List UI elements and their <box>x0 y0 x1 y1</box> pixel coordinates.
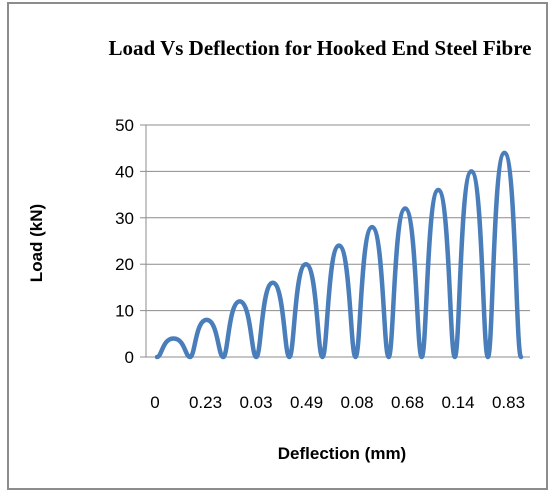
y-axis-title: Load (kN) <box>27 204 46 282</box>
axes <box>140 124 530 358</box>
x-axis-title: Deflection (mm) <box>278 444 406 463</box>
y-tick-label: 0 <box>125 348 134 367</box>
y-tick-label: 10 <box>115 302 134 321</box>
x-tick-label: 0 <box>150 393 159 412</box>
x-tick-label: 0.03 <box>239 393 272 412</box>
x-tick-label: 0.68 <box>391 393 424 412</box>
tick-labels: 0 10 20 30 40 50 0 0.23 0.03 0.49 0.08 0.68 0.14 0.83 <box>115 116 525 412</box>
chart-title: Load Vs Deflection for Hooked End Steel … <box>108 36 532 60</box>
y-tick-label: 30 <box>115 209 134 228</box>
x-tick-label: 0.49 <box>290 393 323 412</box>
series-line <box>154 150 524 360</box>
x-tick-label: 0.83 <box>492 393 525 412</box>
x-tick-label: 0.14 <box>441 393 474 412</box>
y-tick-label: 20 <box>115 255 134 274</box>
y-tick-label: 50 <box>115 116 134 135</box>
gridlines <box>146 124 530 312</box>
x-tick-label: 0.08 <box>340 393 373 412</box>
series-layer <box>154 150 524 360</box>
chart-frame <box>7 2 548 490</box>
y-tick-label: 40 <box>115 162 134 181</box>
x-tick-label: 0.23 <box>189 393 222 412</box>
